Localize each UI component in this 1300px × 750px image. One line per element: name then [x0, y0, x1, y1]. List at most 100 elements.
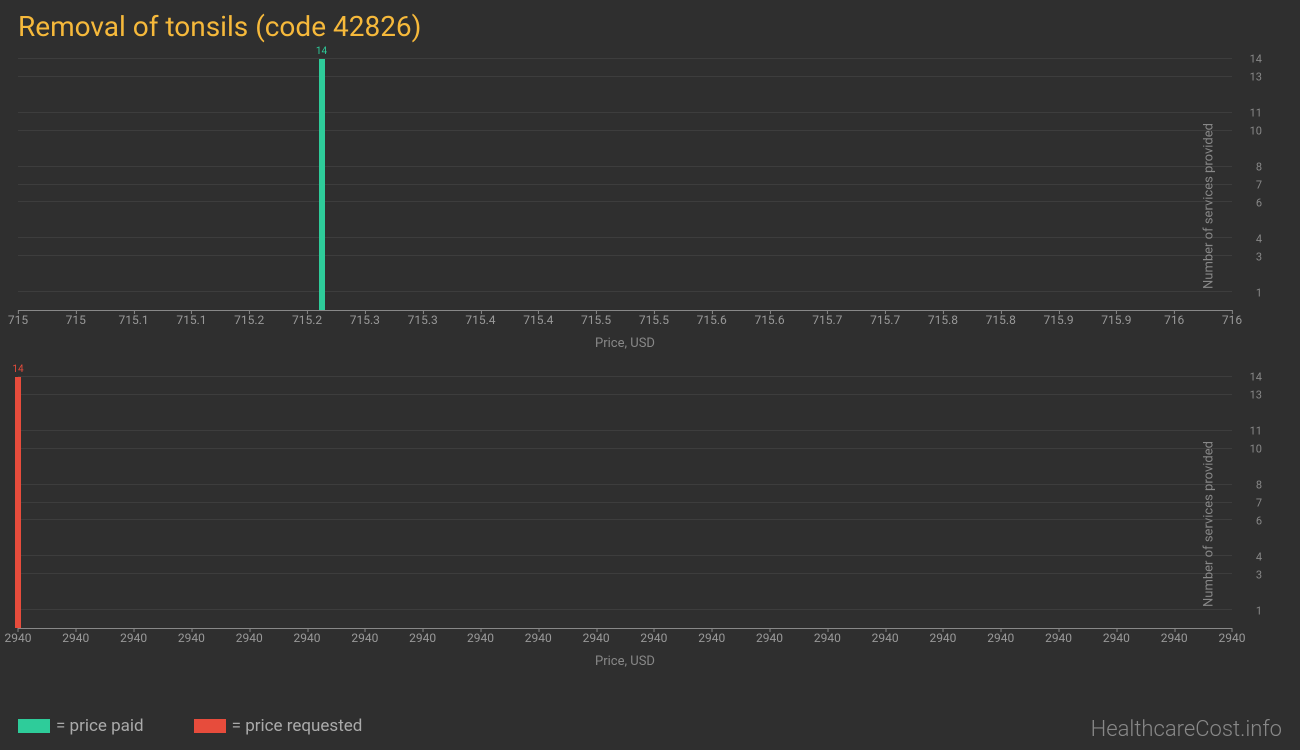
- y-tick: 4: [1236, 551, 1262, 564]
- y-axis-label: Number of services provided: [1202, 441, 1217, 607]
- y-tick: 3: [1236, 251, 1262, 264]
- y-ticks: 13467810111314: [1236, 377, 1262, 629]
- x-tick: 2940: [814, 631, 841, 645]
- x-tick: 2940: [640, 631, 667, 645]
- legend-swatch-requested: [194, 719, 226, 733]
- x-tick: 2940: [1103, 631, 1130, 645]
- x-tick: 2940: [872, 631, 899, 645]
- gridline: [18, 130, 1232, 131]
- x-tick: 2940: [929, 631, 956, 645]
- watermark: HealthcareCost.info: [1091, 717, 1282, 742]
- plot-area: 14: [18, 377, 1232, 629]
- x-tick: 2940: [409, 631, 436, 645]
- y-tick: 3: [1236, 569, 1262, 582]
- gridline: [18, 502, 1232, 503]
- legend-swatch-paid: [18, 719, 50, 733]
- x-axis-label: Price, USD: [18, 654, 1232, 669]
- bar-value-label: 14: [316, 46, 327, 57]
- plot-area: 14: [18, 59, 1232, 311]
- x-tick: 715.9: [1101, 313, 1131, 327]
- legend-label-paid: = price paid: [56, 716, 144, 736]
- x-tick: 2940: [1045, 631, 1072, 645]
- x-tick: 715.7: [812, 313, 842, 327]
- x-tick: 715.3: [350, 313, 380, 327]
- x-tick: 715.3: [408, 313, 438, 327]
- y-tick: 6: [1236, 197, 1262, 210]
- y-tick: 11: [1236, 425, 1262, 438]
- x-tick: 2940: [5, 631, 32, 645]
- y-tick: 6: [1236, 515, 1262, 528]
- y-tick: 14: [1236, 53, 1262, 66]
- chart-price-paid: 14715715715.1715.1715.2715.2715.3715.371…: [18, 51, 1282, 361]
- y-tick: 4: [1236, 233, 1262, 246]
- y-tick: 8: [1236, 161, 1262, 174]
- legend: = price paid = price requested: [18, 716, 362, 736]
- gridline: [18, 484, 1232, 485]
- x-tick: 715.9: [1043, 313, 1073, 327]
- gridline: [18, 394, 1232, 395]
- chart-title: Removal of tonsils (code 42826): [18, 10, 1282, 43]
- legend-label-requested: = price requested: [232, 716, 363, 736]
- y-ticks: 13467810111314: [1236, 59, 1262, 311]
- x-tick: 2940: [467, 631, 494, 645]
- gridline: [18, 58, 1232, 59]
- gridline: [18, 237, 1232, 238]
- gridline: [18, 555, 1232, 556]
- gridline: [18, 201, 1232, 202]
- x-tick: 716: [1222, 313, 1242, 327]
- y-axis-label: Number of services provided: [1202, 123, 1217, 289]
- y-tick: 14: [1236, 371, 1262, 384]
- y-tick: 13: [1236, 389, 1262, 402]
- x-tick: 2940: [1219, 631, 1246, 645]
- x-tick: 715.7: [870, 313, 900, 327]
- x-tick: 715.2: [234, 313, 264, 327]
- x-tick: 715.2: [292, 313, 322, 327]
- gridline: [18, 430, 1232, 431]
- x-tick: 2940: [351, 631, 378, 645]
- x-ticks: 715715715.1715.1715.2715.2715.3715.3715.…: [18, 313, 1232, 331]
- x-tick: 715.5: [639, 313, 669, 327]
- y-tick: 8: [1236, 479, 1262, 492]
- x-tick: 715.1: [176, 313, 206, 327]
- y-tick: 1: [1236, 287, 1262, 300]
- gridline: [18, 291, 1232, 292]
- x-tick: 715: [8, 313, 28, 327]
- x-tick: 2940: [294, 631, 321, 645]
- x-tick: 2940: [1161, 631, 1188, 645]
- x-tick: 715.6: [697, 313, 727, 327]
- x-tick: 2940: [698, 631, 725, 645]
- x-tick: 715.8: [986, 313, 1016, 327]
- x-tick: 715: [66, 313, 86, 327]
- bar: 14: [15, 377, 21, 628]
- x-tick: 2940: [120, 631, 147, 645]
- x-tick: 715.5: [581, 313, 611, 327]
- x-tick: 2940: [756, 631, 783, 645]
- y-tick: 1: [1236, 605, 1262, 618]
- x-tick: 2940: [987, 631, 1014, 645]
- x-axis-label: Price, USD: [18, 336, 1232, 351]
- gridline: [18, 76, 1232, 77]
- x-tick: 2940: [236, 631, 263, 645]
- bar-value-label: 14: [12, 364, 23, 375]
- y-tick: 11: [1236, 107, 1262, 120]
- gridline: [18, 448, 1232, 449]
- gridline: [18, 166, 1232, 167]
- bar: 14: [319, 59, 325, 310]
- y-tick: 7: [1236, 179, 1262, 192]
- x-ticks: 2940 2940 2940 2940 2940 2940 2940 2940 2940 2940…: [18, 631, 1232, 649]
- x-tick: 2940: [62, 631, 89, 645]
- page: Removal of tonsils (code 42826) 14715715…: [0, 0, 1300, 750]
- gridline: [18, 609, 1232, 610]
- y-tick: 10: [1236, 125, 1262, 138]
- gridline: [18, 573, 1232, 574]
- x-tick: 715.4: [465, 313, 495, 327]
- x-tick: 716: [1164, 313, 1184, 327]
- y-tick: 7: [1236, 497, 1262, 510]
- x-tick: 2940: [583, 631, 610, 645]
- gridline: [18, 112, 1232, 113]
- x-tick: 715.8: [928, 313, 958, 327]
- x-tick: 715.6: [754, 313, 784, 327]
- y-tick: 13: [1236, 71, 1262, 84]
- x-tick: 715.1: [119, 313, 149, 327]
- legend-item-paid: = price paid: [18, 716, 144, 736]
